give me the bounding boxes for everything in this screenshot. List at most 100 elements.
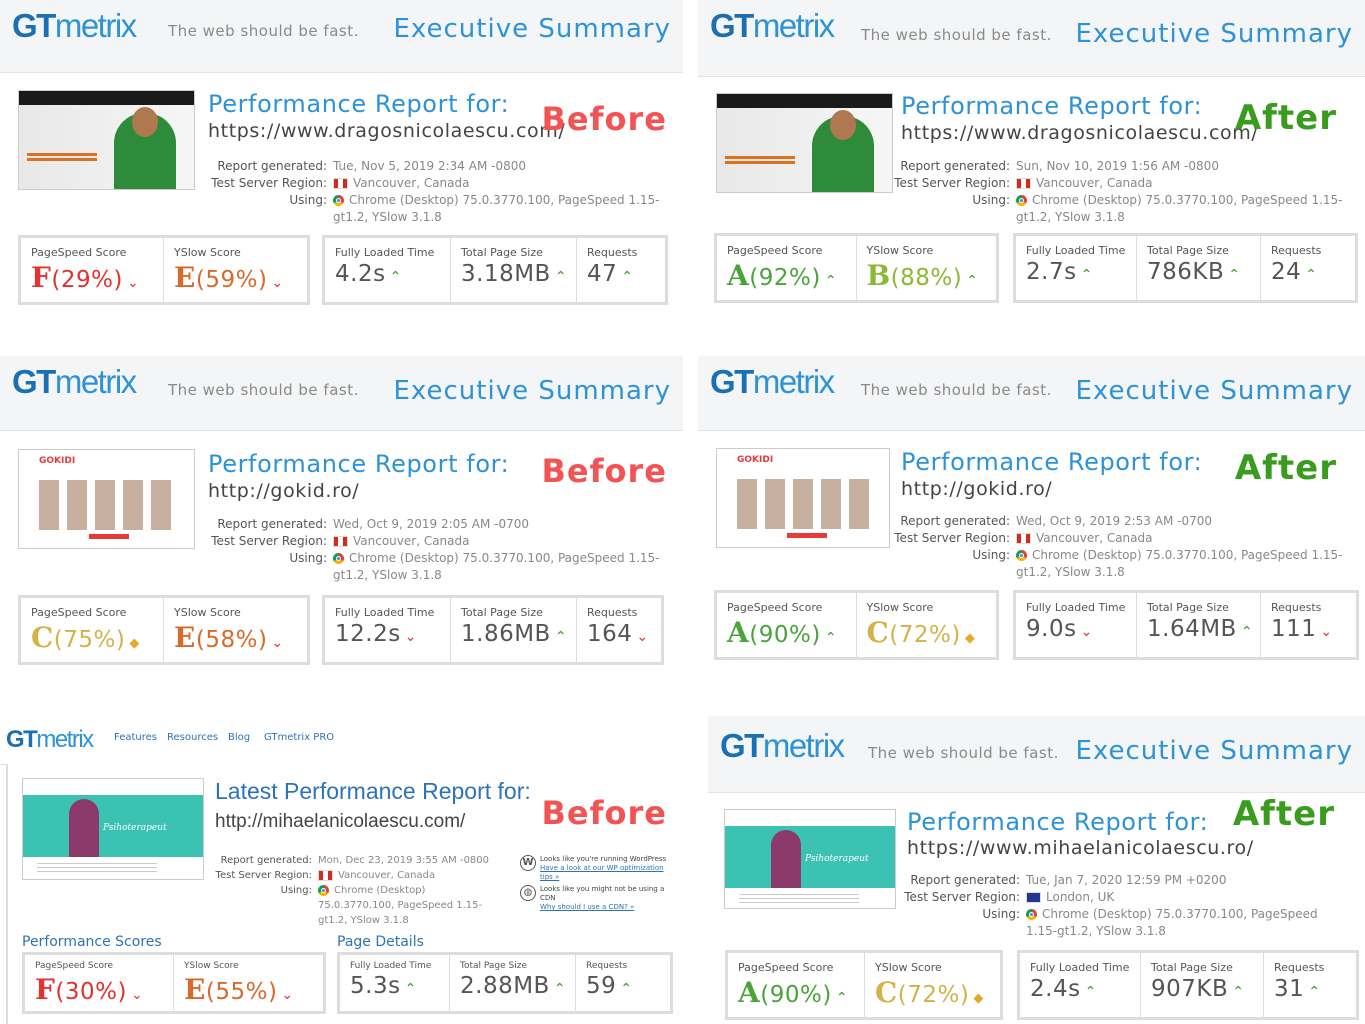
scores-box: PageSpeed Score A(90%) ⌃ YSlow Score C(72%)… — [714, 590, 999, 660]
details-box: Fully Loaded Time 9.0s ⌄ Total Page Size 1.… — [1013, 590, 1359, 660]
chrome-icon — [1016, 550, 1027, 561]
pagespeed-grade: C — [31, 621, 54, 654]
nav-gtmetrix-pro[interactable]: GTmetrix PRO — [264, 732, 335, 743]
pagespeed-score: (90%) — [749, 622, 821, 648]
up-arrow-icon: ⌃ — [835, 990, 849, 1006]
gtmetrix-logo[interactable]: GTmetrix — [12, 363, 137, 400]
perf-report-title: Performance Report for: — [208, 450, 510, 478]
up-arrow-icon: ⌃ — [1308, 984, 1321, 1000]
wordpress-note: Looks like you're running WordPress Have … — [540, 855, 667, 881]
header: GTmetrix The web should be fast. Executi… — [708, 716, 1365, 793]
up-arrow-icon: ⌃ — [1305, 267, 1318, 283]
yslow-score: (88%) — [890, 265, 963, 291]
details-box: Fully Loaded Time 2.4s ⌃ Total Page Size 90… — [1017, 950, 1359, 1020]
yslow-grade: E — [174, 621, 196, 654]
canada-flag-icon — [1016, 178, 1031, 189]
site-thumbnail — [18, 90, 195, 190]
up-arrow-icon: ⌃ — [1240, 624, 1254, 640]
requests: 59 — [586, 973, 617, 999]
page-size: 907KB — [1151, 976, 1229, 1002]
nav-resources[interactable]: Resources — [167, 732, 219, 743]
scores-box: PageSpeed Score F(30%) ⌄ YSlow Score E(55%)… — [22, 952, 326, 1014]
header: GTmetrix Features Resources Blog GTmetri… — [0, 716, 683, 765]
report-meta: Report generated: Wed, Oct 9, 2019 2:53 A… — [888, 513, 1346, 581]
neutral-diamond-icon: ◆ — [964, 631, 976, 646]
page-details-heading: Page Details — [337, 934, 424, 950]
header: GTmetrix The web should be fast. Executi… — [698, 0, 1365, 77]
up-arrow-icon: ⌃ — [1084, 984, 1097, 1000]
site-thumbnail — [716, 93, 893, 193]
page-size: 2.88MB — [460, 973, 550, 999]
header: GTmetrix The web should be fast. Executi… — [0, 0, 683, 73]
down-arrow-icon: ⌄ — [271, 275, 284, 291]
pagespeed-grade: A — [727, 616, 750, 649]
report-generated: Wed, Oct 9, 2019 2:53 AM -0700 — [1016, 514, 1212, 528]
up-arrow-icon: ⌃ — [966, 273, 979, 289]
perf-report-title: Performance Report for: — [208, 90, 510, 118]
details-box: Fully Loaded Time 12.2s ⌄ Total Page Size 1… — [322, 595, 664, 665]
canada-flag-icon — [318, 869, 333, 881]
report-generated: Tue, Nov 5, 2019 2:34 AM -0800 — [333, 159, 526, 173]
report-panel-dragos-before: GTmetrix The web should be fast. Executi… — [0, 0, 683, 320]
nav-features[interactable]: Features — [114, 732, 157, 743]
page-size: 1.64MB — [1147, 616, 1237, 642]
report-url: http://mihaelanicolaescu.com/ — [215, 811, 466, 832]
pagespeed-score: (75%) — [53, 627, 126, 653]
site-thumbnail: Psihoterapeut — [22, 778, 204, 880]
nav-blog[interactable]: Blog — [228, 732, 251, 743]
chrome-icon — [1026, 909, 1037, 920]
yslow-grade: E — [184, 973, 206, 1006]
up-arrow-icon: ⌃ — [553, 981, 567, 997]
scores-box: PageSpeed Score A(92%) ⌃ YSlow Score B(88%)… — [714, 233, 999, 303]
report-url: http://gokid.ro/ — [208, 480, 360, 502]
page-size: 1.86MB — [461, 621, 551, 647]
report-meta: Report generated: Mon, Dec 23, 2019 3:55 … — [190, 853, 508, 928]
chrome-icon — [318, 884, 329, 896]
cdn-note: Looks like you might not be using a CDN W… — [540, 885, 665, 911]
report-panel-gokid-before: GTmetrix The web should be fast. Executi… — [0, 356, 683, 676]
test-region: London, UK — [1046, 890, 1115, 904]
up-arrow-icon: ⌃ — [824, 630, 838, 646]
after-badge: After — [1234, 98, 1337, 138]
wp-tips-link[interactable]: Have a look at our WP optimization tips … — [540, 864, 664, 881]
yslow-grade: E — [174, 261, 196, 294]
wordpress-icon: W — [520, 855, 536, 871]
cdn-link[interactable]: Why should I use a CDN? » — [540, 903, 635, 911]
perf-report-title: Performance Report for: — [901, 448, 1203, 476]
chrome-icon — [333, 553, 344, 564]
pagespeed-score: (90%) — [760, 982, 832, 1008]
report-meta: Report generated: Wed, Oct 9, 2019 2:05 A… — [205, 516, 663, 584]
pagespeed-score: (92%) — [749, 265, 821, 291]
report-panel-mihaela-after: GTmetrix The web should be fast. Executi… — [708, 716, 1365, 1024]
report-meta: Report generated: Tue, Nov 5, 2019 2:34 A… — [205, 158, 663, 226]
down-arrow-icon: ⌄ — [1080, 624, 1093, 640]
canada-flag-icon — [1016, 533, 1031, 544]
test-region: Vancouver, Canada — [1036, 531, 1153, 545]
scores-box: PageSpeed Score A(90%) ⌃ YSlow Score C(72%)… — [725, 950, 1003, 1020]
header: GTmetrix The web should be fast. Executi… — [698, 356, 1365, 431]
report-panel-dragos-after: GTmetrix The web should be fast. Executi… — [698, 0, 1365, 320]
page-size: 3.18MB — [461, 261, 551, 287]
report-generated: Mon, Dec 23, 2019 3:55 AM -0800 — [318, 855, 490, 866]
test-region: Vancouver, Canada — [1036, 176, 1153, 190]
before-badge: Before — [541, 100, 667, 138]
details-box: Fully Loaded Time 2.7s ⌃ Total Page Size 78… — [1013, 233, 1358, 303]
tagline: The web should be fast. — [168, 22, 359, 40]
gtmetrix-logo[interactable]: GTmetrix — [12, 7, 137, 44]
up-arrow-icon: ⌃ — [404, 981, 417, 997]
report-panel-mihaela-before: GTmetrix Features Resources Blog GTmetri… — [0, 716, 683, 1024]
canada-flag-icon — [333, 178, 348, 189]
gtmetrix-logo[interactable]: GTmetrix — [720, 727, 845, 764]
up-arrow-icon: ⌃ — [1232, 984, 1245, 1000]
gtmetrix-logo[interactable]: GTmetrix — [6, 726, 94, 753]
yslow-grade: B — [866, 259, 891, 292]
before-badge: Before — [541, 794, 667, 832]
before-badge: Before — [541, 452, 667, 490]
report-meta: Report generated: Tue, Jan 7, 2020 12:59 … — [898, 872, 1336, 940]
requests: 24 — [1271, 259, 1302, 285]
chrome-icon — [1016, 195, 1027, 206]
gtmetrix-logo[interactable]: GTmetrix — [710, 363, 835, 400]
up-arrow-icon: ⌃ — [554, 269, 568, 285]
scores-box: PageSpeed Score F(29%) ⌄ YSlow Score E(59%)… — [18, 235, 310, 305]
gtmetrix-logo[interactable]: GTmetrix — [710, 7, 835, 44]
